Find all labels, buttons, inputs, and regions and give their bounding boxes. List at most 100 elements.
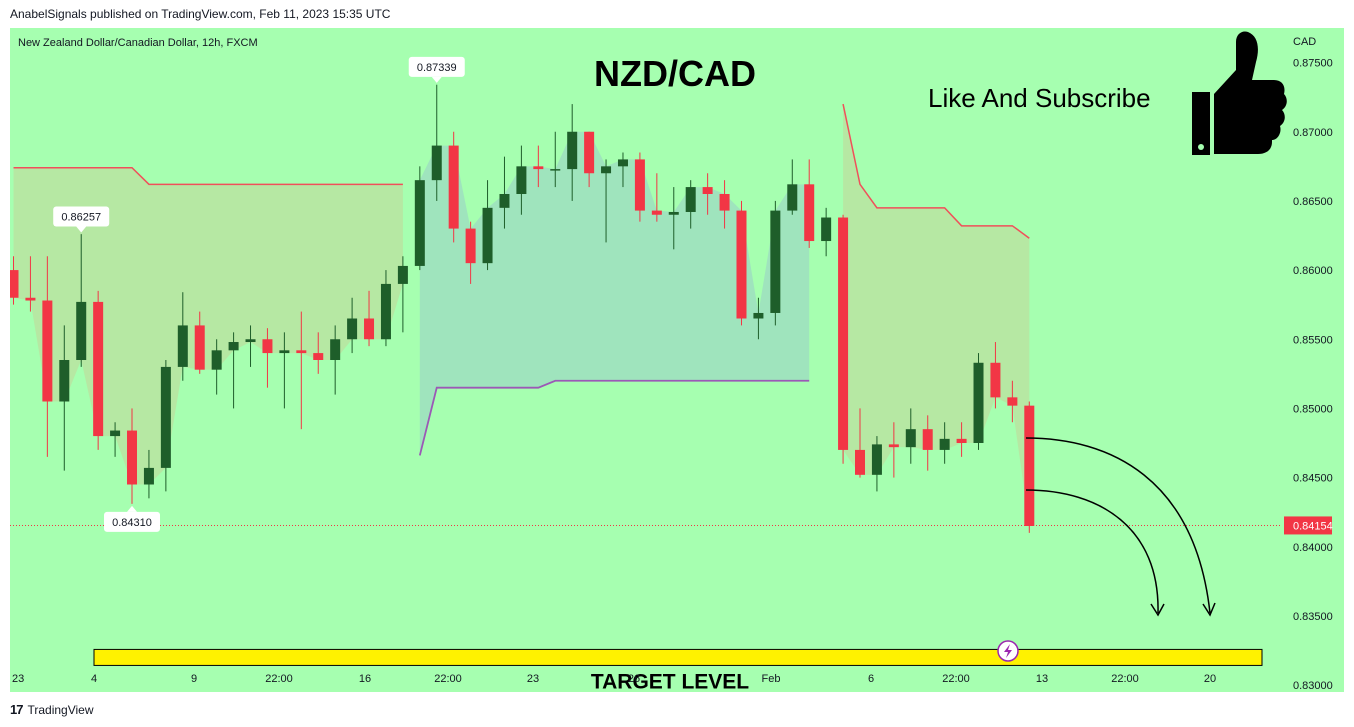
time-tick-label: 23 [527,673,539,685]
footer: 17 TradingView [10,702,94,717]
forecast-arrow-2 [1025,489,1159,614]
candle-body [567,131,578,170]
lightning-icon[interactable] [997,640,1019,662]
candle-body [93,301,104,437]
time-tick-label: 22:00 [434,673,462,685]
candle-body [10,270,19,298]
candle-body [956,438,967,443]
annotation-pointer [127,505,138,512]
time-tick-label: 22:00 [265,673,293,685]
upper-band-line-2 [842,103,1030,239]
tradingview-logo-icon: 17 [10,702,24,717]
candle-body [719,194,730,211]
time-tick-label: 26 [628,673,640,685]
candle-body [448,145,459,229]
candle-body [397,265,408,284]
candle-body [516,166,527,194]
candle-body [143,467,154,485]
candle-body [177,325,188,367]
time-tick-label: 6 [868,673,874,685]
candle-body [279,350,290,354]
annotation-label: 0.87339 [417,62,457,74]
candle-body [160,366,171,468]
price-annotation: 0.86257 [53,206,110,233]
candle-body [990,362,1001,398]
currency-label: CAD [1293,36,1316,48]
thumbs-up-icon[interactable] [1192,31,1287,155]
annotation-label: 0.84310 [112,517,152,529]
candle-body [194,325,205,370]
price-tick-label: 0.84000 [1293,542,1333,554]
price-tick-label: 0.87000 [1293,127,1333,139]
candle-body [668,211,679,215]
candle-body [245,339,256,343]
candle-body [262,339,273,354]
candle-body [228,342,239,351]
candle-body [973,362,984,443]
candle-body [347,318,358,340]
price-tick-label: 0.84500 [1293,473,1333,485]
cloud-middle [419,131,810,456]
forecast-arrow-2-head [1150,603,1165,617]
candle-body [380,283,391,340]
price-tick-label: 0.83500 [1293,611,1333,623]
candle-body [617,159,628,167]
cloud-right [843,104,1030,526]
forecast-arrow-1-head [1202,602,1216,617]
candle-body [770,210,781,313]
candles-layer [10,84,1035,533]
chart-title: NZD/CAD [594,53,756,94]
forecast-arrows [1025,437,1216,617]
candle-body [414,180,425,266]
annotation-pointer [76,226,87,233]
target-bar [93,648,1263,666]
annotation-box [104,511,161,532]
candle-body [110,430,121,437]
candle-body [431,145,442,181]
candle-body [787,184,798,211]
upper-band-line-1 [13,166,403,186]
price-tick-label: 0.86500 [1293,196,1333,208]
candle-body [702,187,713,194]
price-tick-label: 0.86000 [1293,265,1333,277]
candle-body [499,194,510,208]
candle-body [211,350,222,370]
candle-body [1007,397,1018,406]
publisher-header: AnabelSignals published on TradingView.c… [10,7,391,21]
candle-body [584,131,595,174]
chart-area[interactable]: TARGET LEVEL 0.86257 0.84310 0.87339 0.875… [10,28,1344,692]
candle-body [634,159,645,211]
candle-body [59,360,70,402]
candle-body [127,430,138,485]
candle-body [465,228,476,264]
candle-body [939,438,950,450]
candle-body [364,318,375,340]
annotations-layer: 0.86257 0.84310 0.87339 [53,56,465,532]
price-axis[interactable]: 0.87500 0.87000 0.86500 0.86000 0.85500 0.850… [1284,58,1333,692]
candle-body [601,166,612,174]
time-tick-label: 4 [91,673,97,685]
candle-body [296,350,307,354]
candle-body [804,184,815,242]
time-axis[interactable]: 23 4 9 22:00 16 22:00 23 26 Feb 6 22:00 13 22:00 20 [12,673,1216,685]
like-subscribe-text: Like And Subscribe [928,83,1151,113]
candle-body [685,187,696,212]
price-tick-label: 0.87500 [1293,58,1333,70]
candle-body [905,429,916,448]
cloud-left [13,167,403,485]
annotation-box [53,206,110,227]
price-chart[interactable]: TARGET LEVEL 0.86257 0.84310 0.87339 0.875… [10,28,1344,692]
candle-body [871,444,882,475]
footer-brand: TradingView [27,702,94,717]
candle-body [550,169,561,171]
candle-body [838,217,849,450]
candle-body [76,301,87,360]
candle-body [753,312,764,319]
time-tick-label: Feb [762,673,781,685]
candle-body [651,210,662,215]
time-tick-label: 22:00 [942,673,970,685]
candle-body [1024,405,1035,526]
candle-body [25,297,36,301]
candle-body [888,444,899,448]
